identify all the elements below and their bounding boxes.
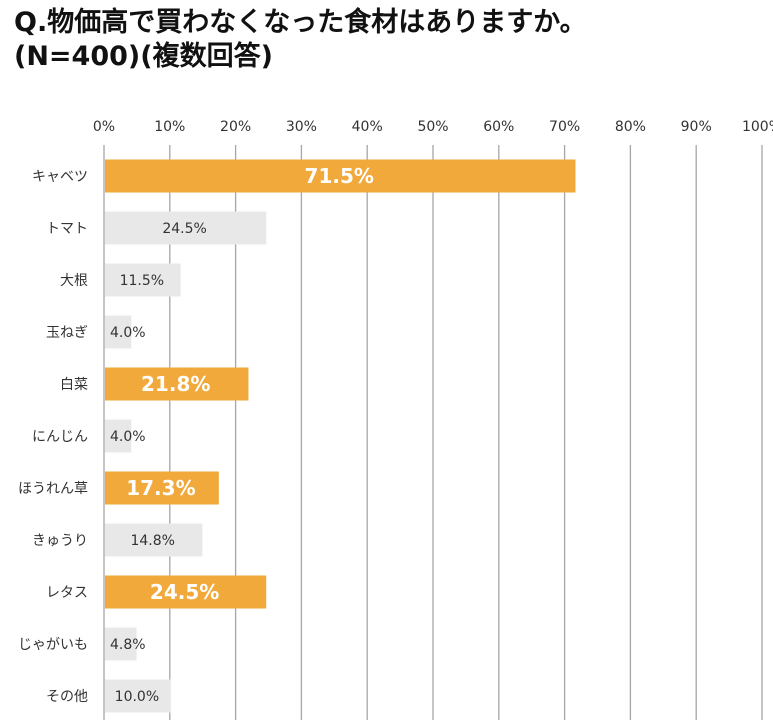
- data-label: 24.5%: [162, 221, 206, 237]
- x-tick-label: 0%: [93, 119, 115, 135]
- category-label: 白菜: [60, 377, 88, 393]
- bar: [105, 523, 203, 557]
- data-label: 71.5%: [305, 164, 374, 188]
- category-label: じゃがいも: [18, 637, 88, 653]
- bar: [105, 627, 137, 661]
- x-tick-label: 100%: [742, 119, 773, 135]
- data-label: 14.8%: [130, 533, 174, 549]
- category-label: にんじん: [32, 429, 88, 445]
- data-label: 4.0%: [110, 429, 146, 445]
- data-label: 10.0%: [115, 689, 159, 705]
- category-label: レタス: [46, 585, 88, 601]
- x-tick-label: 10%: [154, 119, 185, 135]
- bar: [105, 159, 576, 193]
- data-label: 17.3%: [126, 476, 195, 500]
- bar: [105, 679, 171, 713]
- bar: [105, 419, 132, 453]
- bar: [105, 367, 249, 401]
- title-sample-note: (N=400)(複数回答): [14, 41, 273, 72]
- category-label: 玉ねぎ: [46, 325, 88, 341]
- category-label: キャベツ: [32, 169, 88, 185]
- x-tick-label: 50%: [417, 119, 448, 135]
- x-tick-label: 40%: [352, 119, 383, 135]
- data-label: 11.5%: [120, 273, 164, 289]
- data-label: 4.0%: [110, 325, 146, 341]
- category-label: 大根: [60, 273, 88, 289]
- x-tick-label: 70%: [549, 119, 580, 135]
- bar: [105, 471, 219, 505]
- data-label: 21.8%: [141, 372, 210, 396]
- x-tick-label: 30%: [286, 119, 317, 135]
- category-label: ほうれん草: [18, 481, 88, 497]
- data-label: 4.8%: [110, 637, 146, 653]
- bar: [105, 315, 132, 349]
- x-tick-label: 60%: [483, 119, 514, 135]
- title-question: Q.物価高で買わなくなった食材はありますか。: [14, 7, 587, 38]
- x-tick-label: 80%: [615, 119, 646, 135]
- bar: [105, 211, 267, 245]
- x-tick-label: 90%: [681, 119, 712, 135]
- chart-title: Q.物価高で買わなくなった食材はありますか。 (N=400)(複数回答): [14, 6, 587, 74]
- category-label: トマト: [46, 221, 88, 237]
- bar: [105, 263, 181, 297]
- category-label: きゅうり: [32, 533, 88, 549]
- x-tick-label: 20%: [220, 119, 251, 135]
- category-label: その他: [46, 689, 88, 705]
- data-label: 24.5%: [150, 580, 219, 604]
- bar: [105, 575, 267, 609]
